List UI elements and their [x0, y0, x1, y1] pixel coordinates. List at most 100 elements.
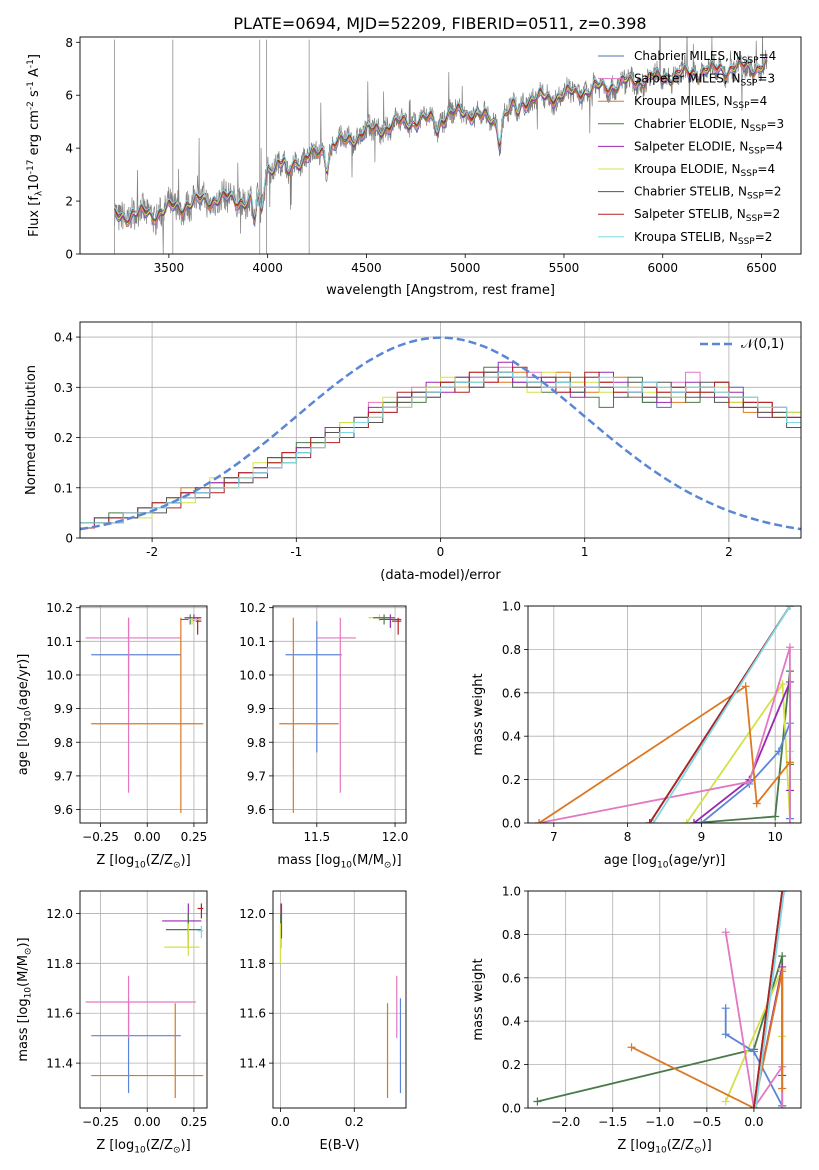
- chart-7-plot-area: [533, 891, 789, 1108]
- chart-7-xlabel: Z [log10(Z/Z⊙)]: [617, 1138, 711, 1155]
- chart-5-ytick-label: 11.4: [46, 1057, 73, 1071]
- chart-4-ytick-label: 0.4: [502, 730, 521, 744]
- weight-line-4: [538, 646, 791, 823]
- chart-4-xlabel: age [log10(age/yr)]: [604, 853, 726, 870]
- chart-0-ytick-label: 6: [65, 89, 73, 103]
- chart-2-ylabel: age [log10(age/yr)]: [16, 654, 33, 776]
- chart-0-xlabel: wavelength [Angstrom, rest frame]: [326, 283, 555, 298]
- chart-2-xtick-label: −0.25: [82, 830, 119, 844]
- chart-1-xtick-label: -1: [290, 545, 302, 559]
- chart-5-ytick-label: 11.6: [46, 1007, 73, 1021]
- chart-5-xtick-label: 0.25: [181, 1115, 208, 1129]
- chart-5-xlabel: Z [log10(Z/Z⊙)]: [96, 1138, 190, 1155]
- chart-3-ytick-label: 9.7: [247, 769, 266, 783]
- chart-4-xtick-label: 9: [698, 830, 706, 844]
- chart-7-ytick-label: 0.4: [502, 1015, 521, 1029]
- weight-marker-1-1: [778, 680, 787, 689]
- weight-marker-7-0: [645, 819, 654, 823]
- weight-marker-4-1: [745, 777, 754, 786]
- normal-reference-curve: [80, 336, 801, 531]
- chart-5-axes: −0.25 0.00 0.25 11.4 11.6 11.8 12.0 Z [log10(Z/…: [16, 890, 208, 1155]
- chart-1-ytick-label: 0.2: [54, 431, 73, 445]
- chart-7-ytick-label: 0.2: [502, 1058, 521, 1072]
- weight-marker-5-2: [752, 799, 761, 808]
- model-fit-line-8: [114, 56, 768, 221]
- chart-5-ytick-label: 11.8: [46, 957, 73, 971]
- chart-4-ytick-label: 1.0: [502, 600, 521, 614]
- chart-7-xtick-label: 0.0: [744, 1115, 763, 1129]
- chart-3-ytick-label: 10.0: [239, 668, 266, 682]
- chart-1-plot-area: [80, 336, 801, 538]
- chart-7-xtick-label: −1.0: [645, 1115, 674, 1129]
- chart-3-axes: 11.5 12.0 9.6 9.7 9.8 9.9 10.0 10.1 10.2 mass [lo…: [239, 601, 408, 870]
- chart-6-xtick-label: 0.0: [271, 1115, 290, 1129]
- model-fit-line-3: [114, 60, 768, 224]
- chart-2-xlabel: Z [log10(Z/Z⊙)]: [96, 853, 190, 870]
- chart-5-ylabel: mass [log10(M/M⊙)]: [16, 937, 33, 1061]
- chart-0-ylabel: Flux [fλ10-17 erg cm-2 s-1 A-1]: [26, 54, 44, 237]
- chart-1-xtick-label: 1: [581, 545, 589, 559]
- chart-7-ylabel: mass weight: [471, 958, 486, 1040]
- chart-2-ytick-label: 9.8: [54, 736, 73, 750]
- chart-7-ytick-label: 0.8: [502, 928, 521, 942]
- legend-label-7: Salpeter STELIB, NSSP=2: [634, 207, 780, 224]
- chart-6-frame: [272, 890, 407, 1109]
- weight-marker-5-0: [627, 1043, 636, 1052]
- weight-marker-5-3: [778, 1084, 787, 1093]
- chart-0-ytick-label: 2: [65, 195, 73, 209]
- histogram-step-8: [80, 371, 801, 538]
- weight-marker-7-0: [749, 1104, 758, 1108]
- chart-7-xtick-label: −2.0: [551, 1115, 580, 1129]
- weight-marker-0-0: [533, 1097, 542, 1106]
- chart-0-xtick-label: 5000: [450, 261, 481, 275]
- chart-4-axes: 7 8 9 10 0.0 0.2 0.4 0.6 0.8 1.0 age [log10(age/yr…: [471, 600, 802, 870]
- chart-4-xtick-label: 10: [768, 830, 783, 844]
- weight-marker-5-3: [785, 758, 794, 767]
- weight-marker-8-1: [780, 891, 789, 895]
- weight-line-8: [652, 606, 791, 823]
- chart-2-ytick-label: 9.6: [54, 803, 73, 817]
- legend-label-4: Salpeter ELODIE, NSSP=4: [634, 139, 783, 156]
- chart-6-ytick-label: 11.6: [239, 1007, 266, 1021]
- legend-label-5: Kroupa ELODIE, NSSP=4: [634, 162, 775, 179]
- chart-7-xtick-label: −0.5: [692, 1115, 721, 1129]
- chart-7-ytick-label: 0.0: [502, 1102, 521, 1116]
- chart-0-ytick-label: 8: [65, 36, 73, 50]
- chart-2-ytick-label: 10.2: [46, 601, 73, 615]
- chart-5-ytick-label: 12.0: [46, 907, 73, 921]
- chart-2-ytick-label: 9.7: [54, 769, 73, 783]
- spectrum-legend: Chabrier MILES, NSSP=4 Salpeter MILES, NS…: [598, 49, 784, 247]
- weight-marker-4-3: [785, 819, 794, 823]
- chart-4-xtick-label: 8: [624, 830, 632, 844]
- chart-5-xtick-label: 0.00: [134, 1115, 161, 1129]
- chart-1-xlabel: (data-model)/error: [380, 568, 501, 583]
- chart-1-ytick-label: 0.4: [54, 331, 73, 345]
- chart-6-xlabel: E(B-V): [319, 1138, 359, 1153]
- chart-2-frame: [79, 605, 208, 824]
- weight-marker-3-0: [697, 819, 706, 823]
- chart-3-xtick-label: 12.0: [382, 830, 409, 844]
- chart-3-ytick-label: 9.8: [247, 736, 266, 750]
- weight-marker-4-3: [778, 1104, 787, 1108]
- weight-line-5: [631, 971, 784, 1108]
- chart-6-plot-area: [279, 903, 402, 1099]
- chart-1-xtick-label: -2: [146, 545, 158, 559]
- chart-2-plot-area: [85, 614, 204, 813]
- chart-2-xtick-label: 0.00: [134, 830, 161, 844]
- chart-2-axes: −0.25 0.00 0.25 9.6 9.7 9.8 9.9 10.0 10.1 10.2 Z […: [16, 601, 208, 870]
- chart-3-xlabel: mass [log10(M/M⊙)]: [277, 853, 401, 870]
- chart-4-plot-area: [535, 606, 794, 823]
- legend-label-1: Salpeter MILES, NSSP=3: [634, 72, 775, 89]
- chart-7-xtick-label: −1.5: [598, 1115, 627, 1129]
- chart-4-ytick-label: 0.6: [502, 686, 521, 700]
- weight-line-3: [724, 1008, 783, 1107]
- chart-7-ytick-label: 1.0: [502, 885, 521, 899]
- chart-0-xtick-label: 4500: [351, 261, 382, 275]
- chart-1-ylabel: Normed distribution: [24, 365, 39, 495]
- weight-marker-8-1: [785, 606, 794, 610]
- chart-1-ytick-label: 0.3: [54, 381, 73, 395]
- chart-4-ytick-label: 0.8: [502, 643, 521, 657]
- weight-marker-1-0: [721, 1097, 730, 1106]
- chart-3-frame: [272, 605, 407, 824]
